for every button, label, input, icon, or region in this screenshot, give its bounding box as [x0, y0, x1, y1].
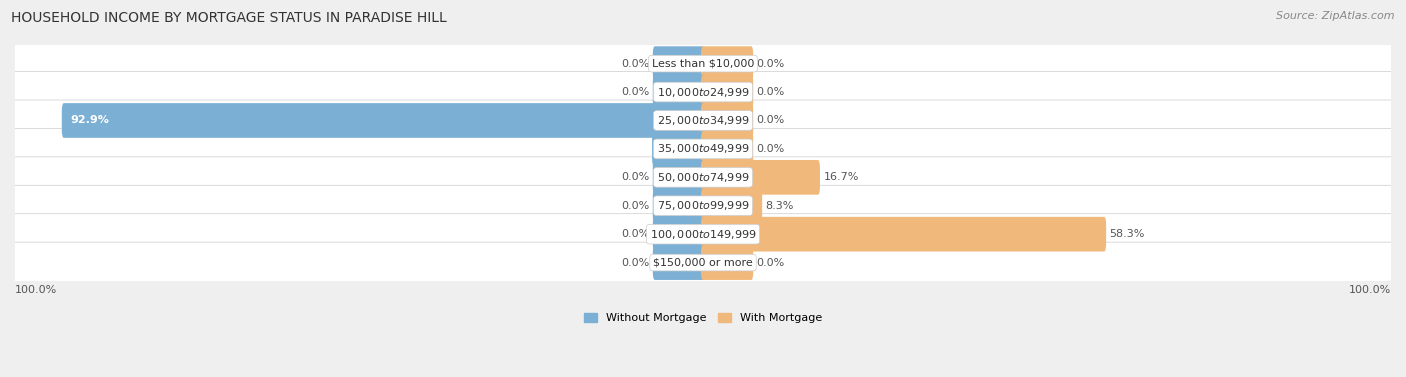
Text: 0.0%: 0.0%: [621, 87, 650, 97]
FancyBboxPatch shape: [652, 245, 704, 280]
Text: $35,000 to $49,999: $35,000 to $49,999: [657, 143, 749, 155]
FancyBboxPatch shape: [13, 100, 1393, 141]
FancyBboxPatch shape: [652, 46, 704, 81]
FancyBboxPatch shape: [702, 245, 754, 280]
Text: 58.3%: 58.3%: [1109, 229, 1144, 239]
Text: 100.0%: 100.0%: [1348, 285, 1391, 295]
Text: 0.0%: 0.0%: [756, 144, 785, 154]
FancyBboxPatch shape: [702, 132, 754, 166]
Text: $100,000 to $149,999: $100,000 to $149,999: [650, 228, 756, 241]
FancyBboxPatch shape: [13, 43, 1393, 84]
FancyBboxPatch shape: [702, 46, 754, 81]
Text: 0.0%: 0.0%: [756, 59, 785, 69]
Text: 16.7%: 16.7%: [824, 172, 859, 182]
Text: Less than $10,000: Less than $10,000: [652, 59, 754, 69]
FancyBboxPatch shape: [702, 160, 820, 195]
FancyBboxPatch shape: [652, 75, 704, 109]
Text: $25,000 to $34,999: $25,000 to $34,999: [657, 114, 749, 127]
FancyBboxPatch shape: [13, 214, 1393, 254]
Legend: Without Mortgage, With Mortgage: Without Mortgage, With Mortgage: [579, 308, 827, 327]
FancyBboxPatch shape: [652, 132, 704, 166]
Text: 92.9%: 92.9%: [70, 115, 110, 126]
Text: 8.3%: 8.3%: [766, 201, 794, 211]
FancyBboxPatch shape: [13, 242, 1393, 283]
Text: 0.0%: 0.0%: [621, 201, 650, 211]
FancyBboxPatch shape: [652, 160, 704, 195]
Text: 0.0%: 0.0%: [756, 257, 785, 268]
Text: 0.0%: 0.0%: [756, 87, 785, 97]
Text: $50,000 to $74,999: $50,000 to $74,999: [657, 171, 749, 184]
Text: 100.0%: 100.0%: [15, 285, 58, 295]
Text: 0.0%: 0.0%: [756, 115, 785, 126]
FancyBboxPatch shape: [702, 75, 754, 109]
FancyBboxPatch shape: [13, 72, 1393, 112]
Text: 7.1%: 7.1%: [661, 144, 692, 154]
Text: $150,000 or more: $150,000 or more: [654, 257, 752, 268]
Text: $75,000 to $99,999: $75,000 to $99,999: [657, 199, 749, 212]
FancyBboxPatch shape: [13, 157, 1393, 198]
Text: 0.0%: 0.0%: [621, 172, 650, 182]
FancyBboxPatch shape: [62, 103, 704, 138]
FancyBboxPatch shape: [702, 103, 754, 138]
Text: HOUSEHOLD INCOME BY MORTGAGE STATUS IN PARADISE HILL: HOUSEHOLD INCOME BY MORTGAGE STATUS IN P…: [11, 11, 447, 25]
FancyBboxPatch shape: [652, 217, 704, 251]
Text: Source: ZipAtlas.com: Source: ZipAtlas.com: [1277, 11, 1395, 21]
FancyBboxPatch shape: [652, 188, 704, 223]
FancyBboxPatch shape: [13, 185, 1393, 226]
Text: 0.0%: 0.0%: [621, 59, 650, 69]
Text: 0.0%: 0.0%: [621, 229, 650, 239]
FancyBboxPatch shape: [702, 188, 762, 223]
FancyBboxPatch shape: [702, 217, 1107, 251]
Text: 0.0%: 0.0%: [621, 257, 650, 268]
Text: $10,000 to $24,999: $10,000 to $24,999: [657, 86, 749, 98]
FancyBboxPatch shape: [13, 129, 1393, 169]
